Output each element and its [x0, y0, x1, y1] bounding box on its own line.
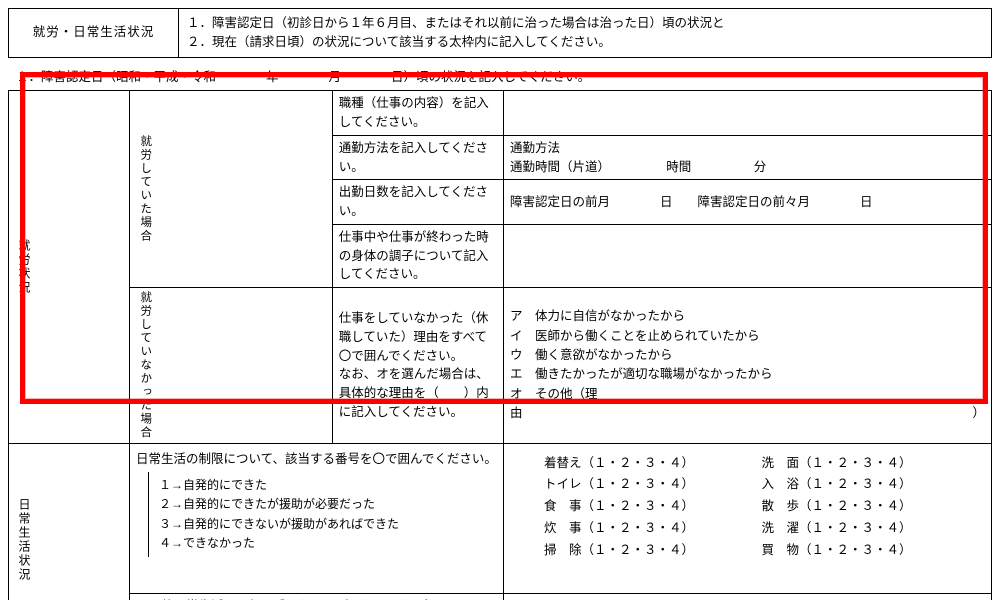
- daily-other-q: その他日常生活で不便に感じたことがありましたら記入してください。: [130, 593, 504, 600]
- reason-c: ウ 働く意欲がなかったから: [510, 346, 985, 365]
- main-form: 就労状況 就労していた場合 職種（仕事の内容）を記入してください。 通勤方法を記…: [8, 90, 992, 600]
- work-status-label: 就労状況: [9, 91, 130, 443]
- adl-bathing: 入 浴（１・２・３・４）: [762, 475, 980, 494]
- not-employed-case-label: 就労していなかった場合: [130, 288, 333, 444]
- legend-4: ４→できなかった: [159, 534, 497, 553]
- reason-a: ア 体力に自信がなかったから: [510, 307, 985, 326]
- reason-e: オ その他（理由 ）: [510, 385, 985, 424]
- job-type-a[interactable]: [504, 91, 992, 136]
- job-type-q: 職種（仕事の内容）を記入してください。: [332, 91, 503, 136]
- adl-washing-face: 洗 面（１・２・３・４）: [762, 454, 980, 473]
- intro-left: 就労・日常生活状況: [9, 9, 179, 58]
- adl-cooking: 炊 事（１・２・３・４）: [544, 519, 762, 538]
- legend-3: ３→自発的にできないが援助があればできた: [159, 515, 497, 534]
- adl-restriction-q: 日常生活の制限について、該当する番号を〇で囲んでください。 １→自発的にできた …: [130, 443, 504, 593]
- employed-case-label: 就労していた場合: [130, 91, 333, 288]
- legend-2: ２→自発的にできたが援助が必要だった: [159, 495, 497, 514]
- adl-options[interactable]: 着替え（１・２・３・４） 洗 面（１・２・３・４） トイレ（１・２・３・４） 入…: [504, 443, 992, 593]
- intro-line2: ２．現在（請求日頃）の状況について該当する太枠内に記入してください。: [187, 33, 983, 52]
- adl-shopping: 買 物（１・２・３・４）: [762, 541, 980, 560]
- not-working-reasons[interactable]: ア 体力に自信がなかったから イ 医師から働くことを止められていたから ウ 働く…: [504, 288, 992, 444]
- reason-d: エ 働きたかったが適切な職場がなかったから: [510, 365, 985, 384]
- body-condition-q: 仕事中や仕事が終わった時の身体の調子について記入してください。: [332, 224, 503, 287]
- adl-eating: 食 事（１・２・３・４）: [544, 497, 762, 516]
- reason-b: イ 医師から働くことを止められていたから: [510, 327, 985, 346]
- attendance-a[interactable]: 障害認定日の前月 日 障害認定日の前々月 日: [504, 180, 992, 225]
- attendance-q: 出勤日数を記入してください。: [332, 180, 503, 225]
- intro-line1: １．障害認定日（初診日から１年６月目、またはそれ以前に治った場合は治った日）頃の…: [187, 14, 983, 33]
- adl-laundry: 洗 濯（１・２・３・４）: [762, 519, 980, 538]
- section1-title: １．障害認定日（昭和・平成・令和 年 月 日）頃の状況を記入してください。: [8, 64, 992, 91]
- daily-life-label: 日常生活状況: [9, 443, 130, 600]
- adl-dressing: 着替え（１・２・３・４）: [544, 454, 762, 473]
- adl-toilet: トイレ（１・２・３・４）: [544, 475, 762, 494]
- legend-1: １→自発的にできた: [159, 476, 497, 495]
- body-condition-a[interactable]: [504, 224, 992, 287]
- intro-table: 就労・日常生活状況 １．障害認定日（初診日から１年６月目、またはそれ以前に治った…: [8, 8, 992, 58]
- adl-cleaning: 掃 除（１・２・３・４）: [544, 541, 762, 560]
- not-working-reason-q: 仕事をしていなかった（休職していた）理由をすべて〇で囲んでください。 なお、オを…: [332, 288, 503, 444]
- daily-other-a[interactable]: [504, 593, 992, 600]
- intro-right: １．障害認定日（初診日から１年６月目、またはそれ以前に治った場合は治った日）頃の…: [179, 9, 992, 58]
- adl-walking: 散 歩（１・２・３・４）: [762, 497, 980, 516]
- commute-q: 通勤方法を記入してください。: [332, 135, 503, 180]
- commute-a[interactable]: 通勤方法 通勤時間（片道） 時間 分: [504, 135, 992, 180]
